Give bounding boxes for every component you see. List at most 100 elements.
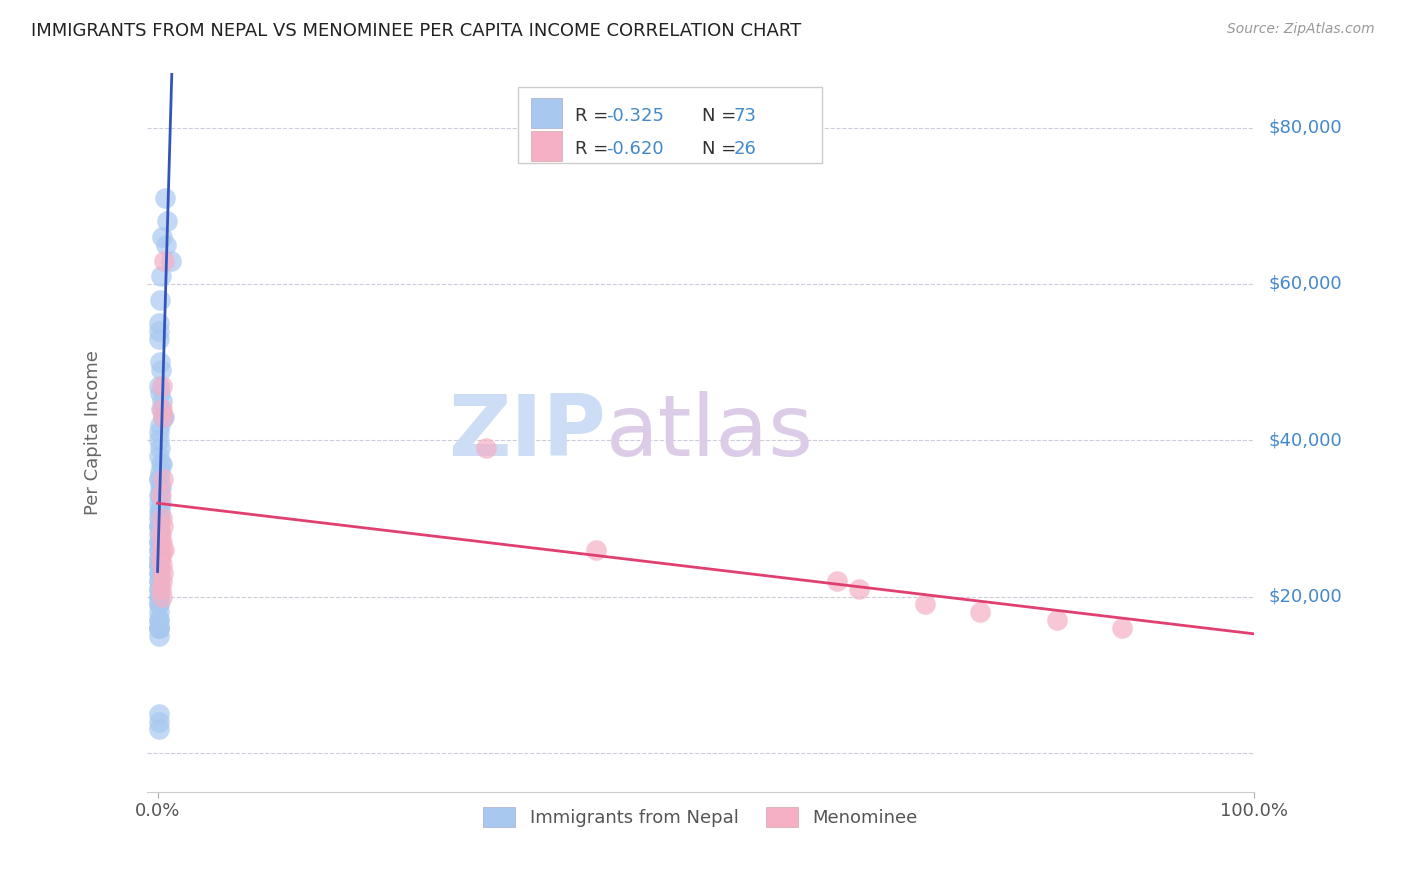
Point: [150, 402, 173, 417]
Point: [150, 590, 173, 604]
Point: [148, 449, 170, 463]
Text: 26: 26: [734, 140, 756, 158]
Point: [148, 324, 170, 338]
Point: [148, 598, 170, 612]
Point: [153, 253, 176, 268]
Point: [148, 378, 170, 392]
Point: [148, 472, 170, 486]
Point: [148, 472, 170, 486]
Text: 73: 73: [734, 107, 756, 125]
Point: [148, 558, 170, 573]
Point: [148, 550, 170, 565]
Point: [148, 511, 170, 525]
Point: [148, 621, 170, 635]
Point: [149, 363, 172, 377]
Point: [1045, 613, 1067, 627]
Text: $20,000: $20,000: [1268, 588, 1341, 606]
Point: [148, 534, 170, 549]
Point: [150, 230, 173, 244]
Point: [148, 316, 170, 330]
Point: [149, 293, 172, 307]
Point: [149, 441, 172, 455]
Text: atlas: atlas: [606, 391, 814, 474]
Text: N =: N =: [703, 140, 742, 158]
Point: [148, 613, 170, 627]
Point: [148, 613, 170, 627]
Point: [827, 574, 849, 588]
Point: [149, 534, 172, 549]
Point: [149, 582, 172, 596]
Point: [149, 527, 172, 541]
Point: [148, 496, 170, 510]
Point: [150, 511, 173, 525]
Point: [148, 598, 170, 612]
Point: [153, 542, 176, 557]
Point: [148, 574, 170, 588]
Point: [585, 542, 607, 557]
Point: [148, 534, 170, 549]
Legend: Immigrants from Nepal, Menominee: Immigrants from Nepal, Menominee: [475, 799, 925, 835]
Point: [148, 621, 170, 635]
Text: R =: R =: [575, 140, 614, 158]
FancyBboxPatch shape: [517, 87, 823, 163]
Text: $60,000: $60,000: [1268, 275, 1341, 293]
Point: [148, 566, 170, 581]
Point: [148, 519, 170, 533]
FancyBboxPatch shape: [531, 131, 562, 161]
Point: [148, 550, 170, 565]
Point: [148, 574, 170, 588]
Point: [148, 425, 170, 440]
Point: [848, 582, 870, 596]
Point: [148, 519, 170, 533]
Point: [148, 582, 170, 596]
Point: [148, 558, 170, 573]
Point: [149, 488, 172, 502]
Point: [148, 503, 170, 517]
Point: [148, 714, 170, 729]
Point: [148, 519, 170, 533]
Point: [148, 706, 170, 721]
Text: -0.620: -0.620: [606, 140, 664, 158]
Point: [149, 402, 172, 417]
Point: [153, 409, 176, 424]
Point: [156, 214, 179, 228]
Point: [148, 629, 170, 643]
Point: [914, 598, 936, 612]
Point: [152, 472, 174, 486]
Point: [148, 582, 170, 596]
Point: [969, 605, 991, 619]
Point: [149, 465, 172, 479]
Point: [152, 409, 174, 424]
Point: [149, 417, 172, 432]
Point: [148, 590, 170, 604]
Point: [149, 269, 172, 284]
Text: -0.325: -0.325: [606, 107, 664, 125]
Text: N =: N =: [703, 107, 742, 125]
Point: [149, 511, 172, 525]
Point: [155, 238, 177, 252]
Text: R =: R =: [575, 107, 614, 125]
Point: [148, 488, 170, 502]
Point: [148, 558, 170, 573]
Point: [149, 503, 172, 517]
Point: [148, 621, 170, 635]
Point: [149, 355, 172, 369]
Point: [1111, 621, 1133, 635]
FancyBboxPatch shape: [531, 98, 562, 128]
Point: [475, 441, 498, 455]
Point: [150, 534, 173, 549]
Text: Per Capita Income: Per Capita Income: [84, 350, 103, 515]
Point: [148, 332, 170, 346]
Point: [149, 488, 172, 502]
Point: [148, 542, 170, 557]
Point: [150, 558, 173, 573]
Point: [149, 457, 172, 471]
Text: IMMIGRANTS FROM NEPAL VS MENOMINEE PER CAPITA INCOME CORRELATION CHART: IMMIGRANTS FROM NEPAL VS MENOMINEE PER C…: [31, 22, 801, 40]
Point: [149, 550, 172, 565]
Point: [150, 574, 173, 588]
Point: [152, 409, 174, 424]
Point: [148, 542, 170, 557]
Point: [150, 378, 173, 392]
Point: [149, 480, 172, 494]
Point: [149, 496, 172, 510]
